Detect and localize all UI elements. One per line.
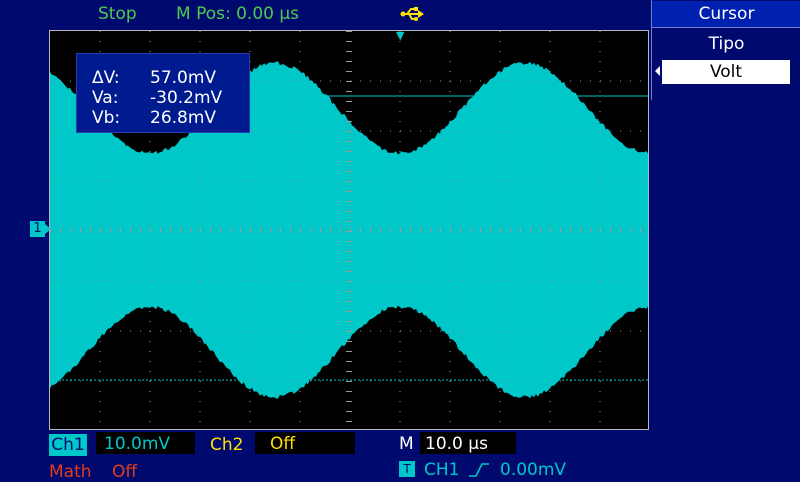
menu-select-arrow-icon	[655, 66, 660, 76]
delta-v-row: ΔV: 57.0mV	[92, 68, 216, 88]
trigger-source: CH1	[424, 460, 459, 480]
ch1-ground-marker: 1	[30, 221, 45, 237]
cursor-menu: Cursor Tipo Volt	[651, 0, 800, 100]
va-row: Va: -30.2mV	[92, 88, 222, 108]
tipo-label: Tipo	[652, 33, 800, 55]
ch1-button[interactable]: Ch1	[49, 434, 87, 456]
trigger-level-value: 0.00mV	[500, 460, 566, 480]
timebase-value: 10.0 µs	[425, 434, 488, 454]
ch1-scale-value: 10.0mV	[104, 434, 170, 454]
va-value: -30.2mV	[150, 88, 222, 108]
ch2-state-value: Off	[270, 434, 295, 454]
rising-edge-icon	[468, 462, 490, 478]
tipo-option-button[interactable]: Volt	[662, 60, 790, 84]
math-state-value: Off	[112, 462, 137, 482]
menu-title: Cursor	[652, 1, 800, 28]
usb-icon	[400, 6, 424, 22]
ch2-label[interactable]: Ch2	[210, 435, 243, 455]
vb-label: Vb:	[92, 108, 150, 128]
math-label[interactable]: Math	[49, 462, 92, 482]
delta-v-label: ΔV:	[92, 68, 150, 88]
vb-value: 26.8mV	[150, 108, 216, 128]
vb-row: Vb: 26.8mV	[92, 108, 216, 128]
trigger-icon: T	[399, 461, 415, 477]
cursor-readout-panel: ΔV: 57.0mV Va: -30.2mV Vb: 26.8mV	[76, 53, 250, 133]
run-state-label: Stop	[98, 3, 137, 25]
delta-v-value: 57.0mV	[150, 68, 216, 88]
va-label: Va:	[92, 88, 150, 108]
timebase-label: M	[399, 434, 414, 454]
trigger-position-marker: ▼	[396, 31, 404, 41]
main-position-readout: M Pos: 0.00 µs	[176, 3, 299, 25]
